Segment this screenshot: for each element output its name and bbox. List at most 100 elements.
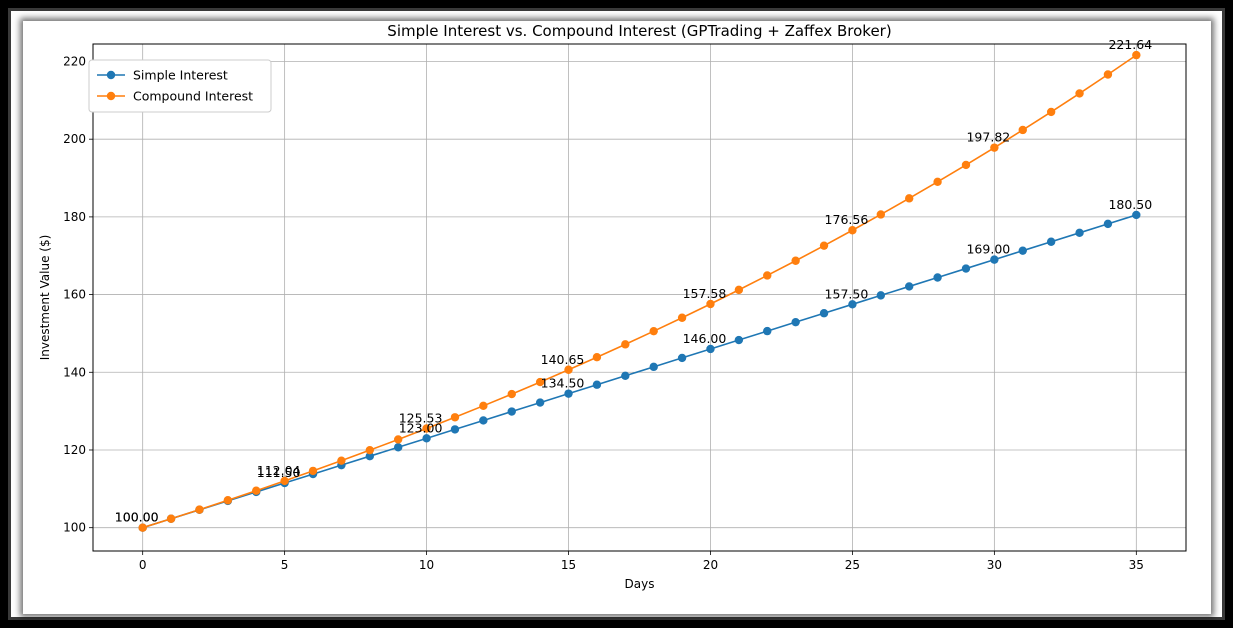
data-point-compound: [848, 226, 857, 235]
data-label-simple: 180.50: [1108, 197, 1152, 212]
data-label-compound: 112.04: [257, 463, 301, 478]
data-point-simple: [734, 335, 744, 345]
data-point-simple: [365, 452, 374, 461]
data-point-simple: [479, 416, 488, 425]
data-point-compound: [677, 313, 687, 322]
legend-marker-compound: [106, 91, 116, 101]
x-tick-label: 15: [561, 558, 576, 572]
data-point-compound: [1046, 107, 1056, 117]
data-label-compound: 125.53: [399, 411, 443, 426]
data-label-simple: 146.00: [683, 331, 727, 346]
data-point-simple: [763, 326, 772, 336]
data-point-compound: [166, 514, 176, 523]
data-point-compound: [422, 424, 431, 433]
chart-title: Simple Interest vs. Compound Interest (G…: [387, 22, 891, 40]
data-point-simple: [535, 398, 545, 407]
data-point-simple: [677, 353, 687, 363]
data-point-compound: [791, 256, 800, 265]
chart-panel: 0 5 10 15 20 25 30 35 100 120 140 160 180 200 220 100.…: [23, 21, 1211, 614]
y-tick-label: 180: [63, 210, 86, 224]
data-point-simple: [1103, 219, 1113, 229]
legend: Simple Interest Compound Interest: [88, 59, 272, 113]
data-point-simple: [933, 273, 942, 282]
series-compound: [138, 50, 1141, 532]
data-point-compound: [393, 435, 403, 444]
data-point-compound: [252, 486, 261, 495]
plot-area-border: [92, 43, 1187, 552]
data-label-simple: 169.00: [966, 242, 1010, 257]
x-axis-label: Days: [625, 577, 655, 591]
data-point-compound: [734, 285, 744, 295]
data-point-compound: [961, 160, 971, 170]
data-point-compound: [308, 466, 318, 476]
data-point-simple: [876, 291, 886, 300]
x-tick-label: 25: [845, 558, 860, 572]
data-point-simple: [621, 371, 630, 380]
data-point-compound: [280, 476, 289, 486]
y-tick-label: 220: [63, 54, 86, 68]
data-point-compound: [819, 241, 829, 250]
data-point-compound: [564, 365, 573, 374]
data-label-simple: 157.50: [825, 286, 869, 301]
data-point-compound: [763, 271, 772, 280]
data-point-compound: [1132, 50, 1141, 60]
data-point-simple: [393, 443, 403, 452]
data-label-compound: 221.64: [1108, 37, 1152, 52]
data-point-compound: [365, 445, 374, 455]
series-group: [138, 50, 1141, 532]
data-point-simple: [791, 317, 800, 327]
data-point-simple: [422, 434, 431, 443]
data-label-simple: 111.50: [257, 465, 301, 480]
data-point-compound: [535, 377, 545, 387]
y-tick-label: 200: [63, 132, 86, 146]
legend-label-simple: Simple Interest: [133, 68, 228, 83]
y-axis-label: Investment Value ($): [38, 235, 52, 361]
data-point-simple: [1132, 210, 1141, 220]
data-label-compound: 100.00: [115, 510, 159, 525]
data-point-compound: [1018, 125, 1027, 135]
data-label-simple: 123.00: [399, 420, 443, 435]
data-point-compound: [649, 326, 658, 336]
data-label-compound: 157.58: [683, 286, 727, 301]
series-line-simple: [142, 214, 1137, 529]
y-tick-label: 100: [63, 521, 86, 535]
legend-box: [88, 59, 272, 113]
x-tick-label: 10: [419, 558, 434, 572]
data-point-simple: [1046, 237, 1056, 246]
data-point-simple: [1075, 228, 1084, 238]
y-tick-label: 120: [63, 443, 86, 457]
data-point-simple: [564, 389, 573, 398]
x-tick-label: 0: [139, 558, 147, 572]
series-simple: [138, 210, 1141, 532]
x-tick-label: 5: [281, 558, 289, 572]
data-label-simple: 134.50: [541, 376, 585, 391]
line-chart: 0 5 10 15 20 25 30 35 100 120 140 160 180 200 220 100.…: [38, 22, 1187, 591]
data-point-simple: [649, 362, 658, 372]
legend-marker-simple: [106, 70, 116, 80]
data-point-compound: [905, 194, 914, 203]
data-point-simple: [507, 407, 516, 416]
data-point-compound: [1103, 70, 1113, 79]
data-labels: 100.00 111.50 123.00 134.50 146.00 157.50 169.…: [115, 37, 1152, 525]
y-tick-label: 160: [63, 288, 86, 302]
x-tick-label: 20: [703, 558, 718, 572]
data-point-simple: [848, 300, 857, 309]
data-point-simple: [961, 264, 971, 273]
data-point-compound: [876, 210, 886, 219]
data-point-simple: [990, 255, 999, 264]
data-label-compound: 140.65: [541, 352, 585, 367]
data-label-simple: 100.00: [115, 510, 159, 525]
y-tick-label: 140: [63, 365, 86, 379]
data-point-simple: [819, 309, 829, 318]
data-label-compound: 176.56: [825, 212, 869, 227]
data-point-simple: [706, 344, 715, 354]
data-point-compound: [337, 456, 346, 465]
data-point-simple: [1018, 246, 1027, 255]
series-line-compound: [142, 54, 1137, 529]
legend-label-compound: Compound Interest: [133, 89, 253, 104]
grid-lines: [93, 44, 1186, 551]
data-point-compound: [138, 523, 147, 532]
x-tick-label: 30: [987, 558, 1002, 572]
data-point-compound: [479, 401, 488, 411]
data-label-compound: 197.82: [966, 130, 1010, 145]
